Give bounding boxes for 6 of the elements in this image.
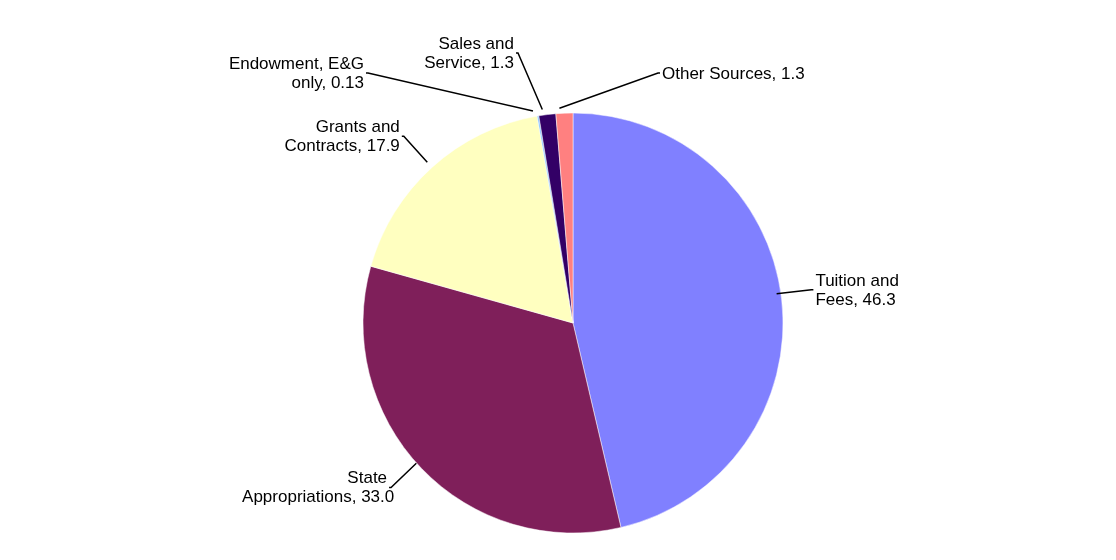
slice-label: Sales and Service, 1.3 <box>423 34 514 72</box>
slice-label: Grants and Contracts, 17.9 <box>283 117 400 156</box>
slice-label: Endowment, E&G only, 0.13 <box>227 54 364 92</box>
slice-label: State Appropriations, 33.0 <box>242 468 395 507</box>
slice-label: Other Sources, 1.3 <box>662 63 805 83</box>
slice-label: Tuition and Fees, 46.3 <box>815 270 900 309</box>
